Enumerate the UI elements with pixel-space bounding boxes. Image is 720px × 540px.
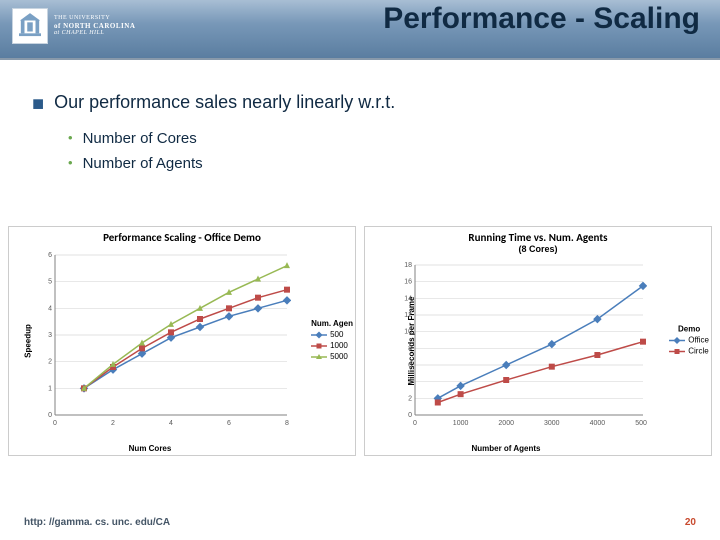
svg-text:1000: 1000 xyxy=(453,420,469,427)
chart-right-subtitle: (8 Cores) xyxy=(365,244,711,254)
svg-text:6: 6 xyxy=(227,420,231,427)
svg-text:2000: 2000 xyxy=(498,420,514,427)
bullet-marker-l2: • xyxy=(68,155,73,172)
svg-text:5000: 5000 xyxy=(635,420,647,427)
bullet-text-l1: Our performance sales nearly linearly w.… xyxy=(54,92,395,116)
logo-line3: at CHAPEL HILL xyxy=(54,30,135,37)
chart-right: Running Time vs. Num. Agents (8 Cores) M… xyxy=(364,226,712,456)
svg-text:2: 2 xyxy=(408,395,412,402)
bullet-text-cores: Number of Cores xyxy=(83,130,197,147)
content: ■ Our performance sales nearly linearly … xyxy=(32,92,688,180)
svg-text:0: 0 xyxy=(53,420,57,427)
svg-text:0: 0 xyxy=(413,420,417,427)
slide: THE UNIVERSITY of NORTH CAROLINA at CHAP… xyxy=(0,0,720,540)
svg-text:2: 2 xyxy=(111,420,115,427)
logo-line2: of NORTH CAROLINA xyxy=(54,22,135,30)
chart-left-ylabel: Speedup xyxy=(23,324,32,358)
bullet-l1: ■ Our performance sales nearly linearly … xyxy=(32,92,688,116)
chart-right-title: Running Time vs. Num. Agents xyxy=(365,231,711,244)
svg-text:8: 8 xyxy=(408,345,412,352)
svg-text:1: 1 xyxy=(48,385,52,392)
svg-text:10: 10 xyxy=(404,329,412,336)
bullet-l2-agents: • Number of Agents xyxy=(68,155,688,172)
bullet-marker-l2: • xyxy=(68,130,73,147)
legend-item: Circle xyxy=(669,347,709,356)
logo-line1: THE UNIVERSITY xyxy=(54,15,135,22)
bullet-text-agents: Number of Agents xyxy=(83,155,203,172)
svg-text:3: 3 xyxy=(48,332,52,339)
svg-text:3000: 3000 xyxy=(544,420,560,427)
svg-text:4: 4 xyxy=(169,420,173,427)
page-number: 20 xyxy=(685,517,696,528)
legend-item: 500 xyxy=(311,330,353,339)
chart-left-title: Performance Scaling - Office Demo xyxy=(9,231,355,244)
bullet-marker-l1: ■ xyxy=(32,92,44,116)
svg-text:6: 6 xyxy=(408,362,412,369)
svg-text:5: 5 xyxy=(48,279,52,286)
svg-text:0: 0 xyxy=(48,412,52,419)
svg-text:4: 4 xyxy=(408,379,412,386)
logo-icon xyxy=(12,8,48,44)
logo-text: THE UNIVERSITY of NORTH CAROLINA at CHAP… xyxy=(54,15,135,38)
legend-item: 1000 xyxy=(311,341,353,350)
chart-right-plot: 0 2 4 6 8 10 12 14 16 18 0 1000 2000 3000 4000 5000 xyxy=(397,261,647,429)
logo: THE UNIVERSITY of NORTH CAROLINA at CHAP… xyxy=(12,8,135,44)
svg-text:14: 14 xyxy=(404,295,412,302)
svg-text:12: 12 xyxy=(404,312,412,319)
chart-left-xlabel: Num Cores xyxy=(9,444,291,453)
svg-text:16: 16 xyxy=(404,279,412,286)
charts-row: Performance Scaling - Office Demo Speedu… xyxy=(8,226,712,456)
legend-item: 5000 xyxy=(311,352,353,361)
svg-text:0: 0 xyxy=(408,412,412,419)
bullet-l2-cores: • Number of Cores xyxy=(68,130,688,147)
legend-item: Office xyxy=(669,336,709,345)
svg-text:6: 6 xyxy=(48,252,52,259)
chart-right-xlabel: Number of Agents xyxy=(365,444,647,453)
svg-text:4: 4 xyxy=(48,305,52,312)
svg-text:18: 18 xyxy=(404,262,412,269)
svg-text:4000: 4000 xyxy=(590,420,606,427)
slide-title: Performance - Scaling xyxy=(383,2,700,36)
chart-left-plot: 0 1 2 3 4 5 6 0 2 4 6 8 xyxy=(37,251,291,429)
chart-left: Performance Scaling - Office Demo Speedu… xyxy=(8,226,356,456)
chart-left-legend: Num. Agen50010005000 xyxy=(311,319,353,363)
svg-text:2: 2 xyxy=(48,359,52,366)
footer-url: http: //gamma. cs. unc. edu/CA xyxy=(24,517,170,528)
chart-right-legend: DemoOfficeCircle xyxy=(669,325,709,358)
svg-text:8: 8 xyxy=(285,420,289,427)
